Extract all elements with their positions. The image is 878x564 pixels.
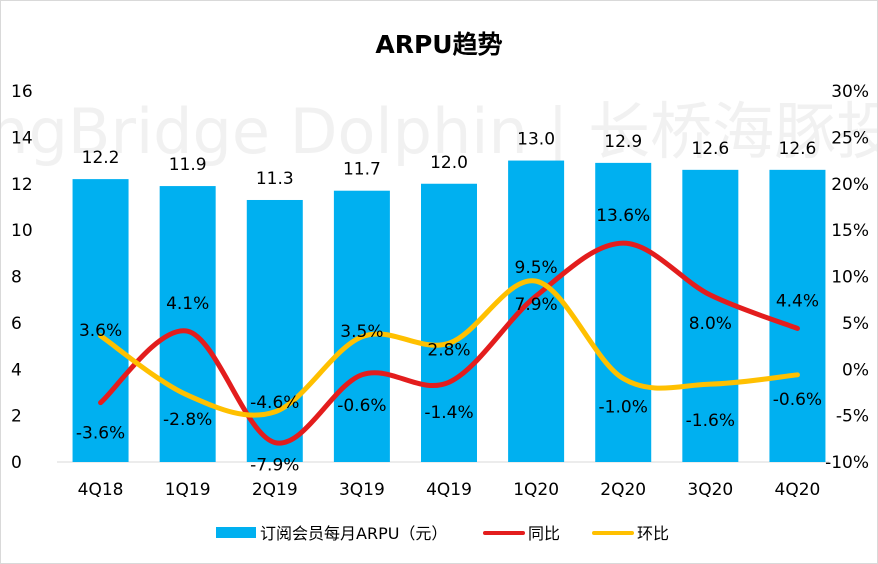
- bar: [769, 169, 826, 462]
- bar: [682, 169, 739, 462]
- yoy-point-label: 4.1%: [166, 294, 209, 314]
- left-axis: 0 2 4 6 8 10 12 14 16: [11, 82, 33, 473]
- left-axis-tick-label: 10: [11, 221, 33, 241]
- yoy-point-label: 8.0%: [689, 314, 732, 334]
- bar: [72, 179, 129, 463]
- bar: [246, 199, 303, 462]
- right-axis-tick-label: 15%: [831, 221, 869, 241]
- yoy-point-label: -7.9%: [250, 456, 299, 476]
- qoq-point-label: 2.8%: [427, 340, 470, 360]
- line-qoq: [98, 278, 800, 418]
- yoy-point-label: 13.6%: [596, 206, 650, 226]
- bar: [333, 190, 390, 463]
- bar-value-label: 11.3: [256, 169, 294, 189]
- qoq-point-label: 3.6%: [79, 321, 122, 341]
- left-axis-tick-label: 8: [11, 268, 22, 288]
- bar-value-label: 12.0: [430, 153, 468, 173]
- category-label: 4Q19: [426, 480, 472, 500]
- yoy-point-label: -1.4%: [424, 403, 473, 423]
- category-label: 1Q20: [513, 480, 559, 500]
- legend-label-yoy: 同比: [528, 524, 560, 543]
- right-axis-tick-label: 25%: [831, 128, 869, 148]
- category-label: 3Q20: [687, 480, 733, 500]
- bar-value-label: 12.9: [604, 132, 642, 152]
- right-axis-tick-label: 10%: [831, 268, 869, 288]
- bar-value-label: 11.9: [169, 155, 207, 175]
- line-yoy: [98, 240, 800, 446]
- left-axis-tick-label: 16: [11, 82, 33, 102]
- category-label: 4Q20: [775, 480, 821, 500]
- bar-value-label: 12.2: [82, 148, 120, 168]
- legend-label-qoq: 环比: [637, 524, 669, 543]
- yoy-point-label: -0.6%: [337, 396, 386, 416]
- qoq-point-label: -4.6%: [250, 393, 299, 413]
- legend-label-bar: 订阅会员每月ARPU（元）: [260, 524, 447, 543]
- qoq-point-label: 3.5%: [340, 322, 383, 342]
- qoq-point-label: 9.5%: [515, 258, 558, 278]
- legend: 订阅会员每月ARPU（元） 同比 环比: [216, 524, 669, 543]
- category-label: 3Q19: [339, 480, 385, 500]
- bar: [159, 186, 216, 462]
- bar-value-labels: 12.2 11.9 11.3 11.7 12.0 13.0 12.9 12.6 12.6: [82, 130, 817, 189]
- qoq-point-label: -1.6%: [686, 411, 735, 431]
- bar: [421, 183, 477, 462]
- right-axis-tick-label: 5%: [842, 314, 869, 334]
- yoy-point-label: -3.6%: [76, 424, 125, 444]
- bar-value-label: 11.7: [343, 160, 381, 180]
- bar: [595, 162, 652, 462]
- right-axis: -10% -5% 0% 5% 10% 15% 20% 25% 30%: [825, 82, 869, 473]
- bar-value-label: 13.0: [517, 130, 555, 150]
- category-label: 1Q19: [165, 480, 211, 500]
- left-axis-tick-label: 12: [11, 175, 33, 195]
- category-axis-labels: 4Q18 1Q19 2Q19 3Q19 4Q19 1Q20 2Q20 3Q20 4Q20: [78, 480, 821, 500]
- qoq-point-label: -0.6%: [773, 390, 822, 410]
- qoq-point-label: -2.8%: [163, 410, 212, 430]
- right-axis-tick-label: 0%: [842, 360, 869, 380]
- bar-value-label: 12.6: [691, 139, 729, 159]
- yoy-point-label: 4.4%: [776, 291, 819, 311]
- line-series: [98, 240, 800, 446]
- left-axis-tick-label: 2: [11, 407, 22, 427]
- qoq-point-label: -1.0%: [599, 398, 648, 418]
- category-label: 2Q19: [252, 480, 298, 500]
- right-axis-tick-label: 30%: [831, 82, 869, 102]
- left-axis-tick-label: 0: [11, 453, 22, 473]
- left-axis-tick-label: 6: [11, 314, 22, 334]
- left-axis-tick-label: 4: [11, 360, 22, 380]
- category-label: 4Q18: [78, 480, 124, 500]
- right-axis-tick-label: -5%: [836, 407, 869, 427]
- left-axis-tick-label: 14: [11, 128, 33, 148]
- line-value-labels: -3.6% 4.1% -7.9% -0.6% -1.4% 7.9% 13.6% 8.0% 4.4…: [76, 206, 822, 475]
- bar-series: [72, 160, 826, 463]
- right-axis-tick-label: 20%: [831, 175, 869, 195]
- right-axis-tick-label: -10%: [825, 453, 869, 473]
- legend-swatch-bar: [216, 527, 256, 538]
- bar-value-label: 12.6: [779, 139, 817, 159]
- category-label: 2Q20: [600, 480, 646, 500]
- watermark: LongBridge Dolphin | 长桥海豚投研: [1, 95, 877, 169]
- chart-title: ARPU趋势: [375, 30, 502, 59]
- yoy-point-label: 7.9%: [515, 295, 558, 315]
